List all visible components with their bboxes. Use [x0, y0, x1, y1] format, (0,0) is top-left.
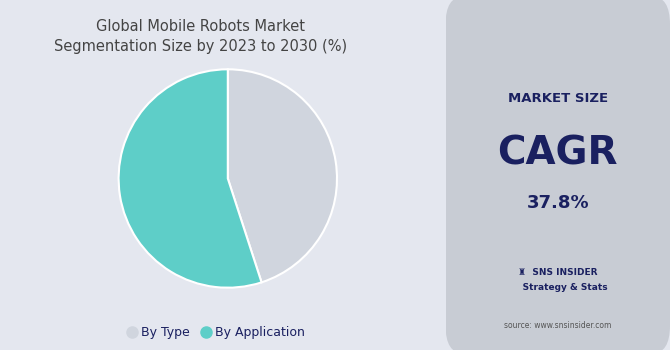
Text: MARKET SIZE: MARKET SIZE — [508, 91, 608, 105]
FancyBboxPatch shape — [446, 0, 670, 350]
Legend: By Type, By Application: By Type, By Application — [124, 321, 310, 344]
Text: Global Mobile Robots Market
Segmentation Size by 2023 to 2030 (%): Global Mobile Robots Market Segmentation… — [54, 19, 348, 54]
Wedge shape — [228, 69, 337, 282]
Text: source: www.snsinsider.com: source: www.snsinsider.com — [504, 321, 612, 330]
Text: 37.8%: 37.8% — [527, 194, 589, 212]
Text: ♜  SNS INSIDER
     Strategy & Stats: ♜ SNS INSIDER Strategy & Stats — [507, 268, 608, 292]
Wedge shape — [119, 69, 261, 288]
Text: CAGR: CAGR — [498, 135, 618, 173]
